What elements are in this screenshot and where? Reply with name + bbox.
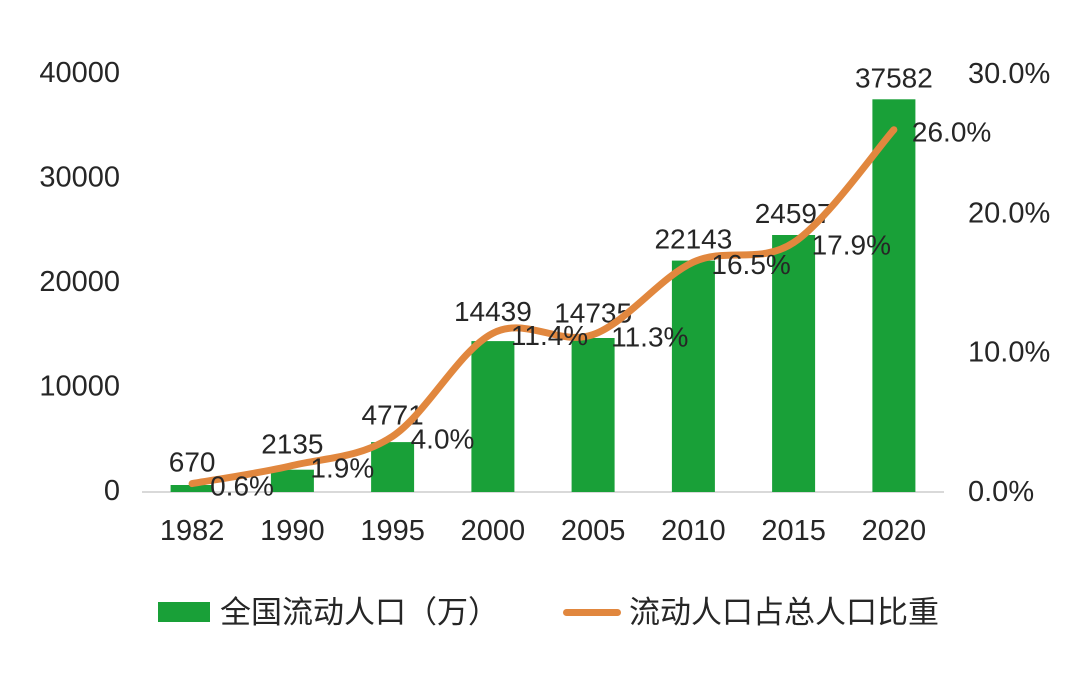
y-axis-left-tick-label: 0 — [104, 475, 120, 507]
line-point-percent-label: 17.9% — [812, 230, 891, 261]
bar-floating-population — [371, 442, 415, 492]
trend-line-percentage — [188, 126, 898, 488]
y-axis-left-tick-label: 20000 — [39, 266, 120, 298]
x-axis-tick-label: 1990 — [260, 515, 325, 547]
bar-floating-population — [671, 260, 715, 492]
y-axis-right-tick-label: 10.0% — [968, 337, 1050, 369]
x-axis-tick-label: 1995 — [360, 515, 425, 547]
line-point-percent-label: 0.6% — [210, 471, 274, 502]
bar-series-swatch — [158, 602, 210, 622]
legend: 全国流动人口（万） 流动人口占总人口比重 — [158, 590, 939, 634]
x-axis-tick-label: 2020 — [862, 515, 927, 547]
y-axis-right-tick-label: 0.0% — [968, 476, 1034, 508]
line-point-percent-label: 4.0% — [411, 423, 475, 454]
y-axis-right-tick-label: 20.0% — [968, 197, 1050, 229]
bar-value-label: 2135 — [261, 429, 323, 460]
x-axis-tick-label: 2010 — [661, 515, 726, 547]
x-axis-tick-label: 2000 — [461, 515, 526, 547]
legend-label-line-series: 流动人口占总人口比重 — [629, 594, 939, 630]
line-point-percent-label: 11.4% — [511, 320, 588, 351]
line-point-percent-label: 11.3% — [611, 322, 688, 353]
bar-floating-population — [872, 99, 916, 493]
y-axis-right-tick-label: 30.0% — [968, 58, 1050, 90]
bar-floating-population — [471, 341, 515, 492]
bar-value-label: 14439 — [454, 296, 532, 327]
bar-floating-population — [270, 469, 314, 492]
line-point-percent-label: 16.5% — [711, 249, 790, 280]
bar-value-label: 670 — [169, 447, 216, 478]
line-point-percent-label: 1.9% — [310, 453, 374, 484]
legend-item-line-series: 流动人口占总人口比重 — [563, 597, 939, 628]
line-point-percent-label: 26.0% — [912, 117, 991, 148]
bar-value-label: 22143 — [654, 224, 732, 255]
x-axis-tick-label: 2015 — [761, 515, 826, 547]
line-series-swatch — [563, 608, 621, 616]
legend-item-bar-series: 全国流动人口（万） — [158, 597, 499, 628]
legend-label-bar-series: 全国流动人口（万） — [220, 594, 499, 630]
y-axis-left-tick-label: 10000 — [39, 371, 120, 403]
bar-value-label: 37582 — [855, 62, 933, 93]
y-axis-left-tick-label: 30000 — [39, 162, 120, 194]
y-axis-left-tick-label: 40000 — [39, 57, 120, 89]
bar-floating-population — [772, 235, 816, 492]
x-axis-tick-label: 1982 — [160, 515, 225, 547]
bar-floating-population — [571, 338, 615, 492]
x-axis-tick-label: 2005 — [561, 515, 626, 547]
bar-floating-population — [170, 485, 214, 492]
